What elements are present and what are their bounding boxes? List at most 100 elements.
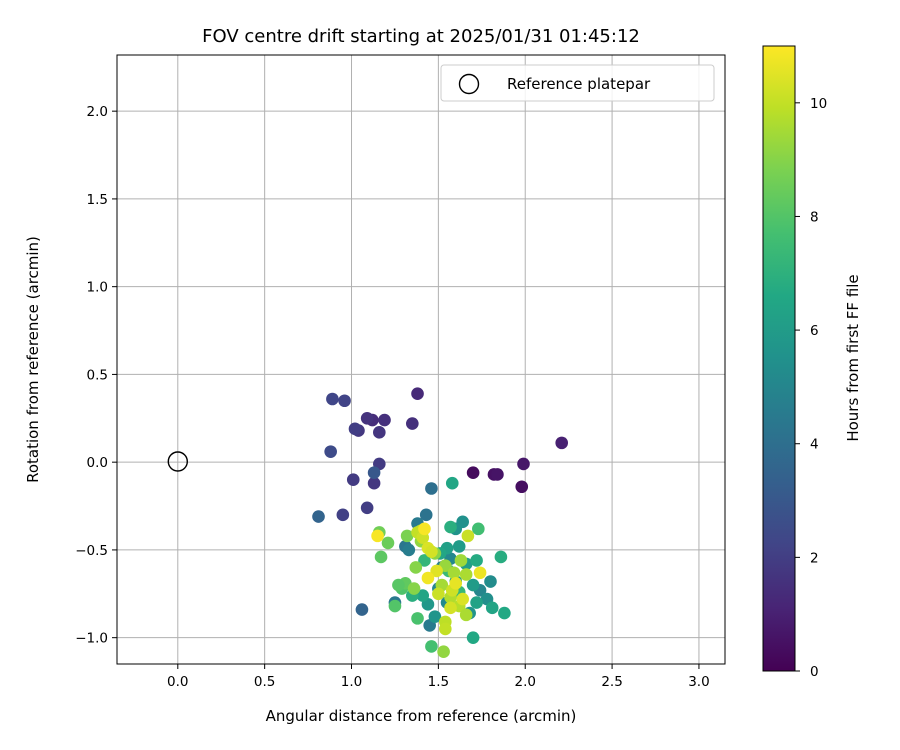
data-point xyxy=(338,394,351,408)
colorbar-gradient xyxy=(762,45,796,672)
data-point xyxy=(470,554,483,567)
data-point xyxy=(406,417,419,430)
data-point xyxy=(498,606,511,620)
data-point xyxy=(392,578,405,592)
data-point xyxy=(421,571,435,585)
plot-frame xyxy=(116,54,726,665)
data-point xyxy=(360,501,374,515)
y-tick-label: 1.5 xyxy=(87,192,108,208)
data-point xyxy=(374,550,388,564)
data-point xyxy=(447,566,461,580)
data-point xyxy=(407,582,421,595)
grid xyxy=(117,55,725,664)
y-tick-label: 2.0 xyxy=(87,104,108,120)
data-point xyxy=(466,631,480,644)
data-point xyxy=(402,543,416,557)
data-point xyxy=(425,545,438,558)
data-point xyxy=(312,510,325,523)
data-point xyxy=(355,603,369,616)
data-point xyxy=(466,578,480,592)
x-tick-label: 2.0 xyxy=(514,674,535,690)
colorbar-tick-label: 10 xyxy=(810,96,827,112)
data-point xyxy=(454,554,468,567)
data-point xyxy=(432,587,445,601)
data-point xyxy=(411,387,424,401)
legend: Reference platepar xyxy=(440,64,715,102)
data-point xyxy=(346,473,360,487)
data-point xyxy=(381,536,395,550)
x-tick-label: 1.0 xyxy=(341,674,362,690)
data-point xyxy=(515,480,529,494)
data-point xyxy=(419,508,433,522)
data-point xyxy=(470,596,483,609)
x-axis-label: Angular distance from reference (arcmin) xyxy=(266,707,577,725)
data-point xyxy=(449,576,463,590)
colorbar-tick-label: 4 xyxy=(810,437,819,453)
data-point xyxy=(485,601,499,615)
colorbar-label: Hours from first FF file xyxy=(844,274,862,441)
y-tick-label: −0.5 xyxy=(75,543,108,559)
data-point xyxy=(459,568,473,581)
data-point xyxy=(555,436,569,450)
data-point xyxy=(373,426,386,439)
data-point xyxy=(367,466,381,480)
y-axis-label: Rotation from reference (arcmin) xyxy=(24,236,42,483)
y-tick-label: 0.0 xyxy=(87,455,108,471)
data-point xyxy=(466,466,480,480)
data-point xyxy=(425,640,438,653)
data-point xyxy=(430,564,443,578)
data-point xyxy=(348,422,362,436)
chart-title: FOV centre drift starting at 2025/01/31 … xyxy=(202,26,640,47)
data-point xyxy=(439,622,452,636)
data-point xyxy=(409,561,423,574)
data-point xyxy=(484,575,497,588)
colorbar: 0 2 4 6 8 10 Hours from first FF file xyxy=(762,45,862,680)
y-tick-label: 0.5 xyxy=(87,367,108,383)
data-point xyxy=(336,508,350,522)
data-point xyxy=(371,529,384,543)
colorbar-tick-label: 0 xyxy=(810,664,819,680)
data-point xyxy=(459,608,473,622)
data-point xyxy=(326,392,339,406)
data-point xyxy=(428,610,442,623)
legend-entry-label: Reference platepar xyxy=(507,75,651,93)
data-point xyxy=(411,612,424,625)
data-point xyxy=(517,457,530,471)
data-point xyxy=(418,522,431,536)
data-point xyxy=(472,522,485,536)
data-point xyxy=(437,645,450,659)
data-point xyxy=(425,482,438,495)
data-point xyxy=(445,476,459,490)
colorbar-tick-label: 8 xyxy=(810,209,819,225)
data-point xyxy=(461,529,475,543)
x-tick-label: 1.5 xyxy=(428,674,449,690)
y-tick-label: 1.0 xyxy=(87,280,108,296)
data-point xyxy=(418,554,431,567)
legend-box xyxy=(440,64,715,102)
x-tick-label: 3.0 xyxy=(688,674,709,690)
data-point xyxy=(456,592,469,606)
data-point xyxy=(378,413,391,427)
data-point xyxy=(360,411,374,425)
colorbar-tick-label: 6 xyxy=(810,323,819,339)
data-point xyxy=(473,566,487,580)
data-point xyxy=(400,529,414,543)
data-point xyxy=(367,476,381,490)
data-point xyxy=(494,550,508,564)
data-point xyxy=(452,540,466,553)
x-tick-label: 0.5 xyxy=(254,674,275,690)
colorbar-tick-label: 2 xyxy=(810,550,819,566)
x-axis-ticks: 0.0 0.5 1.0 1.5 2.0 2.5 3.0 xyxy=(167,664,710,690)
reference-platepar-marker xyxy=(167,451,189,472)
y-axis-ticks: −1.0 −0.5 0.0 0.5 1.0 1.5 2.0 xyxy=(75,104,117,647)
data-point xyxy=(444,601,457,615)
data-point xyxy=(491,468,504,481)
data-point xyxy=(416,589,430,602)
colorbar-ticks: 0 2 4 6 8 10 xyxy=(795,96,827,680)
legend-marker xyxy=(458,73,480,95)
x-tick-label: 0.0 xyxy=(167,674,188,690)
data-point xyxy=(388,599,402,613)
y-tick-label: −1.0 xyxy=(75,631,108,647)
data-point xyxy=(324,445,337,458)
